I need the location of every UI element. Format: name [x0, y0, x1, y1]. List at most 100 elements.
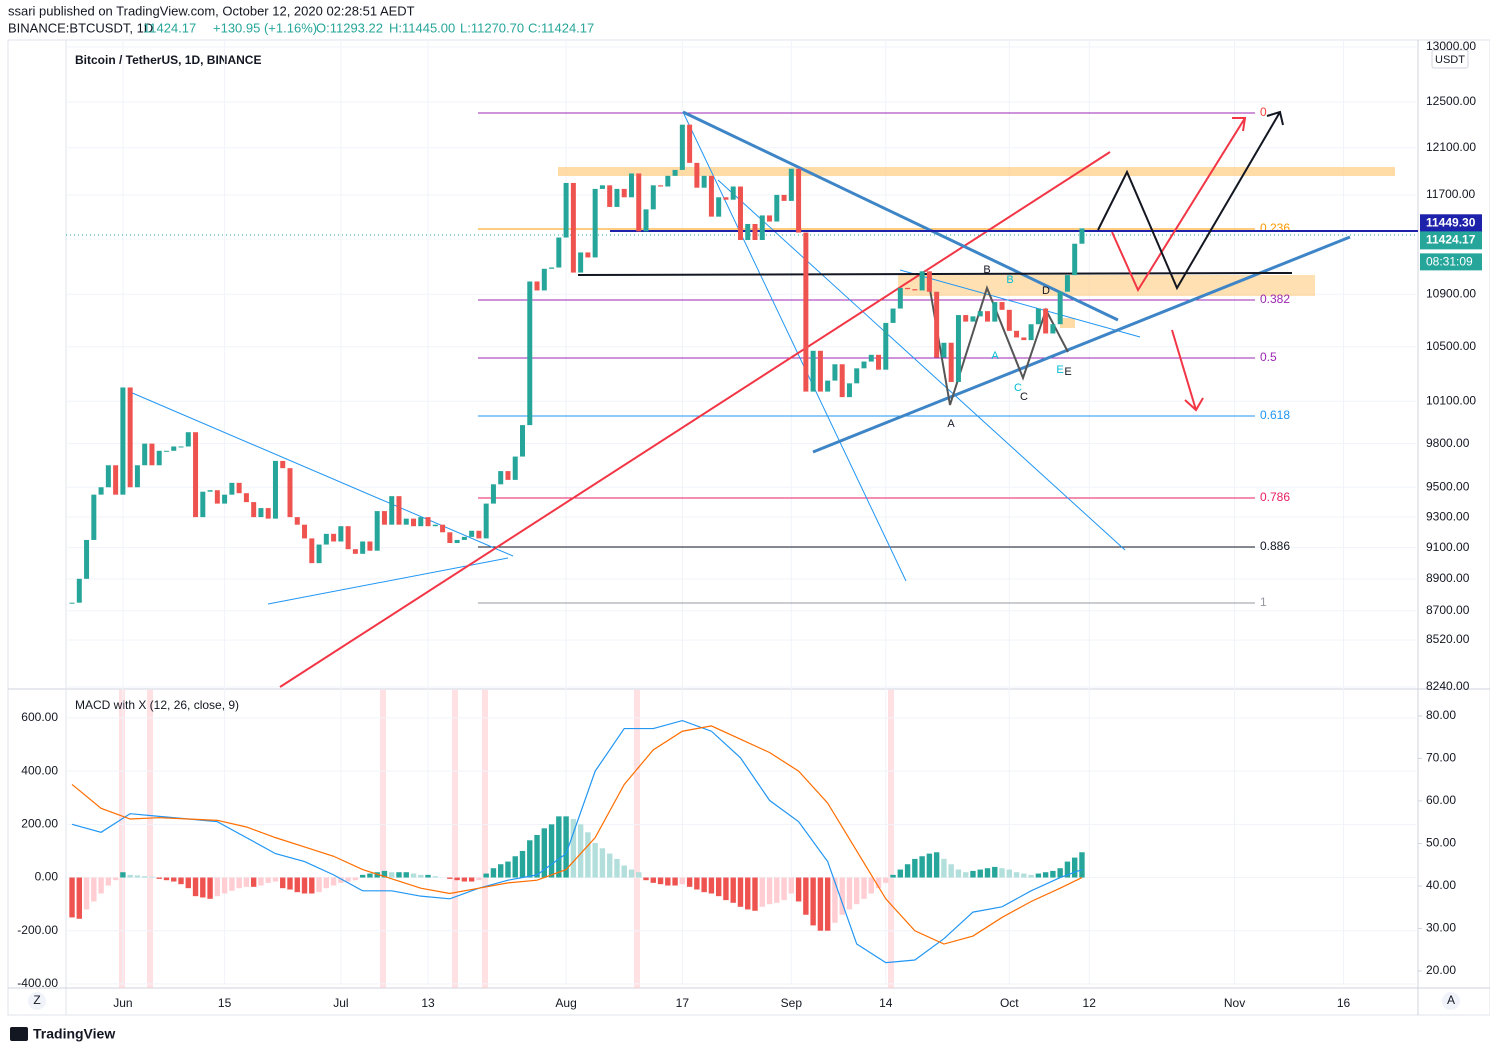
candle	[607, 185, 613, 207]
candle	[745, 223, 751, 240]
wave-label: E	[1056, 364, 1063, 376]
candle	[716, 197, 722, 217]
candle	[948, 342, 954, 382]
histogram-bar	[214, 877, 221, 897]
candle	[258, 508, 264, 518]
candle	[825, 380, 831, 392]
candle	[149, 443, 155, 466]
price-tag	[1420, 231, 1482, 250]
candle	[1072, 243, 1078, 276]
wave-label: C	[1014, 382, 1022, 394]
fib-label: 0	[1260, 105, 1267, 119]
wave-label: C	[1020, 391, 1028, 403]
histogram-bar	[192, 877, 199, 897]
candle	[621, 188, 627, 198]
fib-label: 0.618	[1260, 408, 1290, 422]
candle	[440, 524, 446, 533]
candle	[926, 271, 932, 292]
candle	[781, 194, 787, 201]
histogram-bar	[527, 840, 533, 878]
y-tick-label: 8240.00	[1426, 679, 1470, 693]
candle	[817, 350, 823, 392]
histogram-bar	[127, 874, 133, 878]
candle	[214, 490, 220, 504]
button[interactable]	[1442, 992, 1460, 1010]
candle	[498, 471, 504, 485]
candle	[643, 209, 649, 232]
candle	[941, 342, 947, 358]
histogram-bar	[316, 877, 322, 893]
trend-line	[899, 269, 1141, 338]
histogram-bar	[955, 869, 962, 878]
button[interactable]	[28, 992, 46, 1010]
y-tick-label: -200.00	[17, 923, 58, 937]
histogram-bar	[941, 858, 947, 878]
histogram-bar	[665, 877, 671, 886]
candle	[469, 530, 475, 537]
macd-line	[71, 719, 1083, 964]
histogram-bar	[258, 877, 264, 886]
candle	[999, 302, 1005, 310]
histogram-bar	[1057, 868, 1063, 878]
candle	[701, 175, 707, 188]
candle	[1035, 308, 1041, 325]
price-tag-label: 11424.17	[1426, 233, 1476, 247]
candle	[883, 322, 889, 370]
candle	[490, 484, 496, 504]
y-tick-label: 10900.00	[1426, 286, 1476, 300]
candle	[636, 173, 642, 232]
candle	[156, 450, 162, 466]
histogram-bar	[832, 877, 838, 923]
histogram-bar	[91, 877, 97, 902]
histogram-bar	[839, 877, 845, 915]
candle	[265, 508, 271, 519]
band	[452, 690, 458, 988]
wave-label: E	[1064, 366, 1071, 378]
candle	[759, 215, 765, 240]
histogram-bar	[345, 877, 351, 882]
candle	[578, 252, 584, 273]
histogram-bar	[171, 877, 177, 882]
y-tick-label: 11700.00	[1426, 187, 1475, 201]
histogram-bar	[599, 848, 606, 878]
histogram-bar	[490, 868, 497, 878]
candle	[737, 186, 743, 240]
histogram-bar	[621, 865, 627, 878]
candle	[672, 169, 678, 176]
candle	[294, 517, 300, 525]
candle	[723, 197, 729, 200]
histogram-bar	[468, 877, 475, 882]
histogram-bar	[614, 858, 620, 878]
histogram-bar	[861, 877, 867, 899]
wave-label: B	[1006, 274, 1013, 286]
candle	[752, 223, 758, 240]
histogram-bar	[737, 877, 744, 907]
histogram-bar	[897, 869, 904, 878]
histogram-bar	[330, 877, 337, 886]
candle	[309, 538, 315, 564]
x-tick-label: Nov	[1224, 996, 1245, 1010]
histogram-bar	[948, 864, 954, 878]
projection	[1171, 329, 1197, 411]
histogram-bar	[287, 877, 293, 890]
fib-label: 1	[1260, 595, 1267, 609]
candle	[193, 432, 199, 518]
band	[634, 690, 640, 988]
button-label[interactable]: A	[1447, 993, 1455, 1007]
histogram-bar	[1006, 869, 1013, 878]
histogram-bar	[752, 877, 758, 911]
x-tick-label: Jul	[333, 996, 348, 1010]
candle	[527, 281, 533, 426]
button-label[interactable]: Z	[33, 993, 40, 1007]
candle	[287, 468, 293, 518]
candle	[338, 526, 344, 542]
chart-title: Bitcoin / TetherUS, 1D, BINANCE	[75, 53, 261, 67]
candle	[425, 517, 431, 527]
candle	[461, 536, 467, 540]
candle	[570, 182, 576, 273]
x-tick-label: 15	[218, 996, 232, 1010]
histogram-bar	[112, 877, 119, 881]
band	[147, 690, 153, 988]
histogram-bar	[359, 874, 366, 878]
